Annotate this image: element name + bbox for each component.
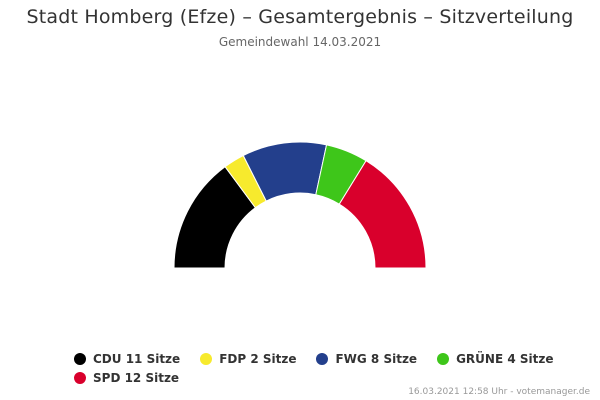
legend-label: CDU 11 Sitze bbox=[93, 351, 181, 366]
legend-marker bbox=[316, 352, 329, 365]
legend-marker bbox=[74, 371, 86, 384]
legend-label: FDP 2 Sitze bbox=[219, 351, 297, 366]
slice-spd[interactable] bbox=[338, 160, 427, 269]
legend-marker bbox=[437, 352, 450, 365]
credits-text[interactable]: 16.03.2021 12:58 Uhr - votemanager.de bbox=[408, 387, 590, 397]
chart-title: Stadt Homberg (Efze) – Gesamtergebnis – … bbox=[26, 6, 574, 28]
legend-item-fwg[interactable]: FWG 8 Sitze bbox=[316, 350, 417, 367]
legend-item-fdp[interactable]: FDP 2 Sitze bbox=[200, 350, 296, 367]
legend-marker bbox=[200, 352, 213, 365]
chart-legend: CDU 11 Sitze FDP 2 Sitze FWG 8 Sitze GRÜNE … bbox=[74, 350, 554, 386]
legend-label: GRÜNE 4 Sitze bbox=[456, 351, 554, 366]
legend-marker bbox=[74, 352, 86, 365]
legend-item-grüne[interactable]: GRÜNE 4 Sitze bbox=[437, 350, 553, 367]
legend-label: SPD 12 Sitze bbox=[93, 370, 180, 385]
legend-label: FWG 8 Sitze bbox=[335, 351, 418, 366]
legend-item-spd[interactable]: SPD 12 Sitze bbox=[74, 369, 179, 386]
chart-subtitle: Gemeindewahl 14.03.2021 bbox=[218, 35, 382, 49]
legend-item-cdu[interactable]: CDU 11 Sitze bbox=[74, 350, 180, 367]
